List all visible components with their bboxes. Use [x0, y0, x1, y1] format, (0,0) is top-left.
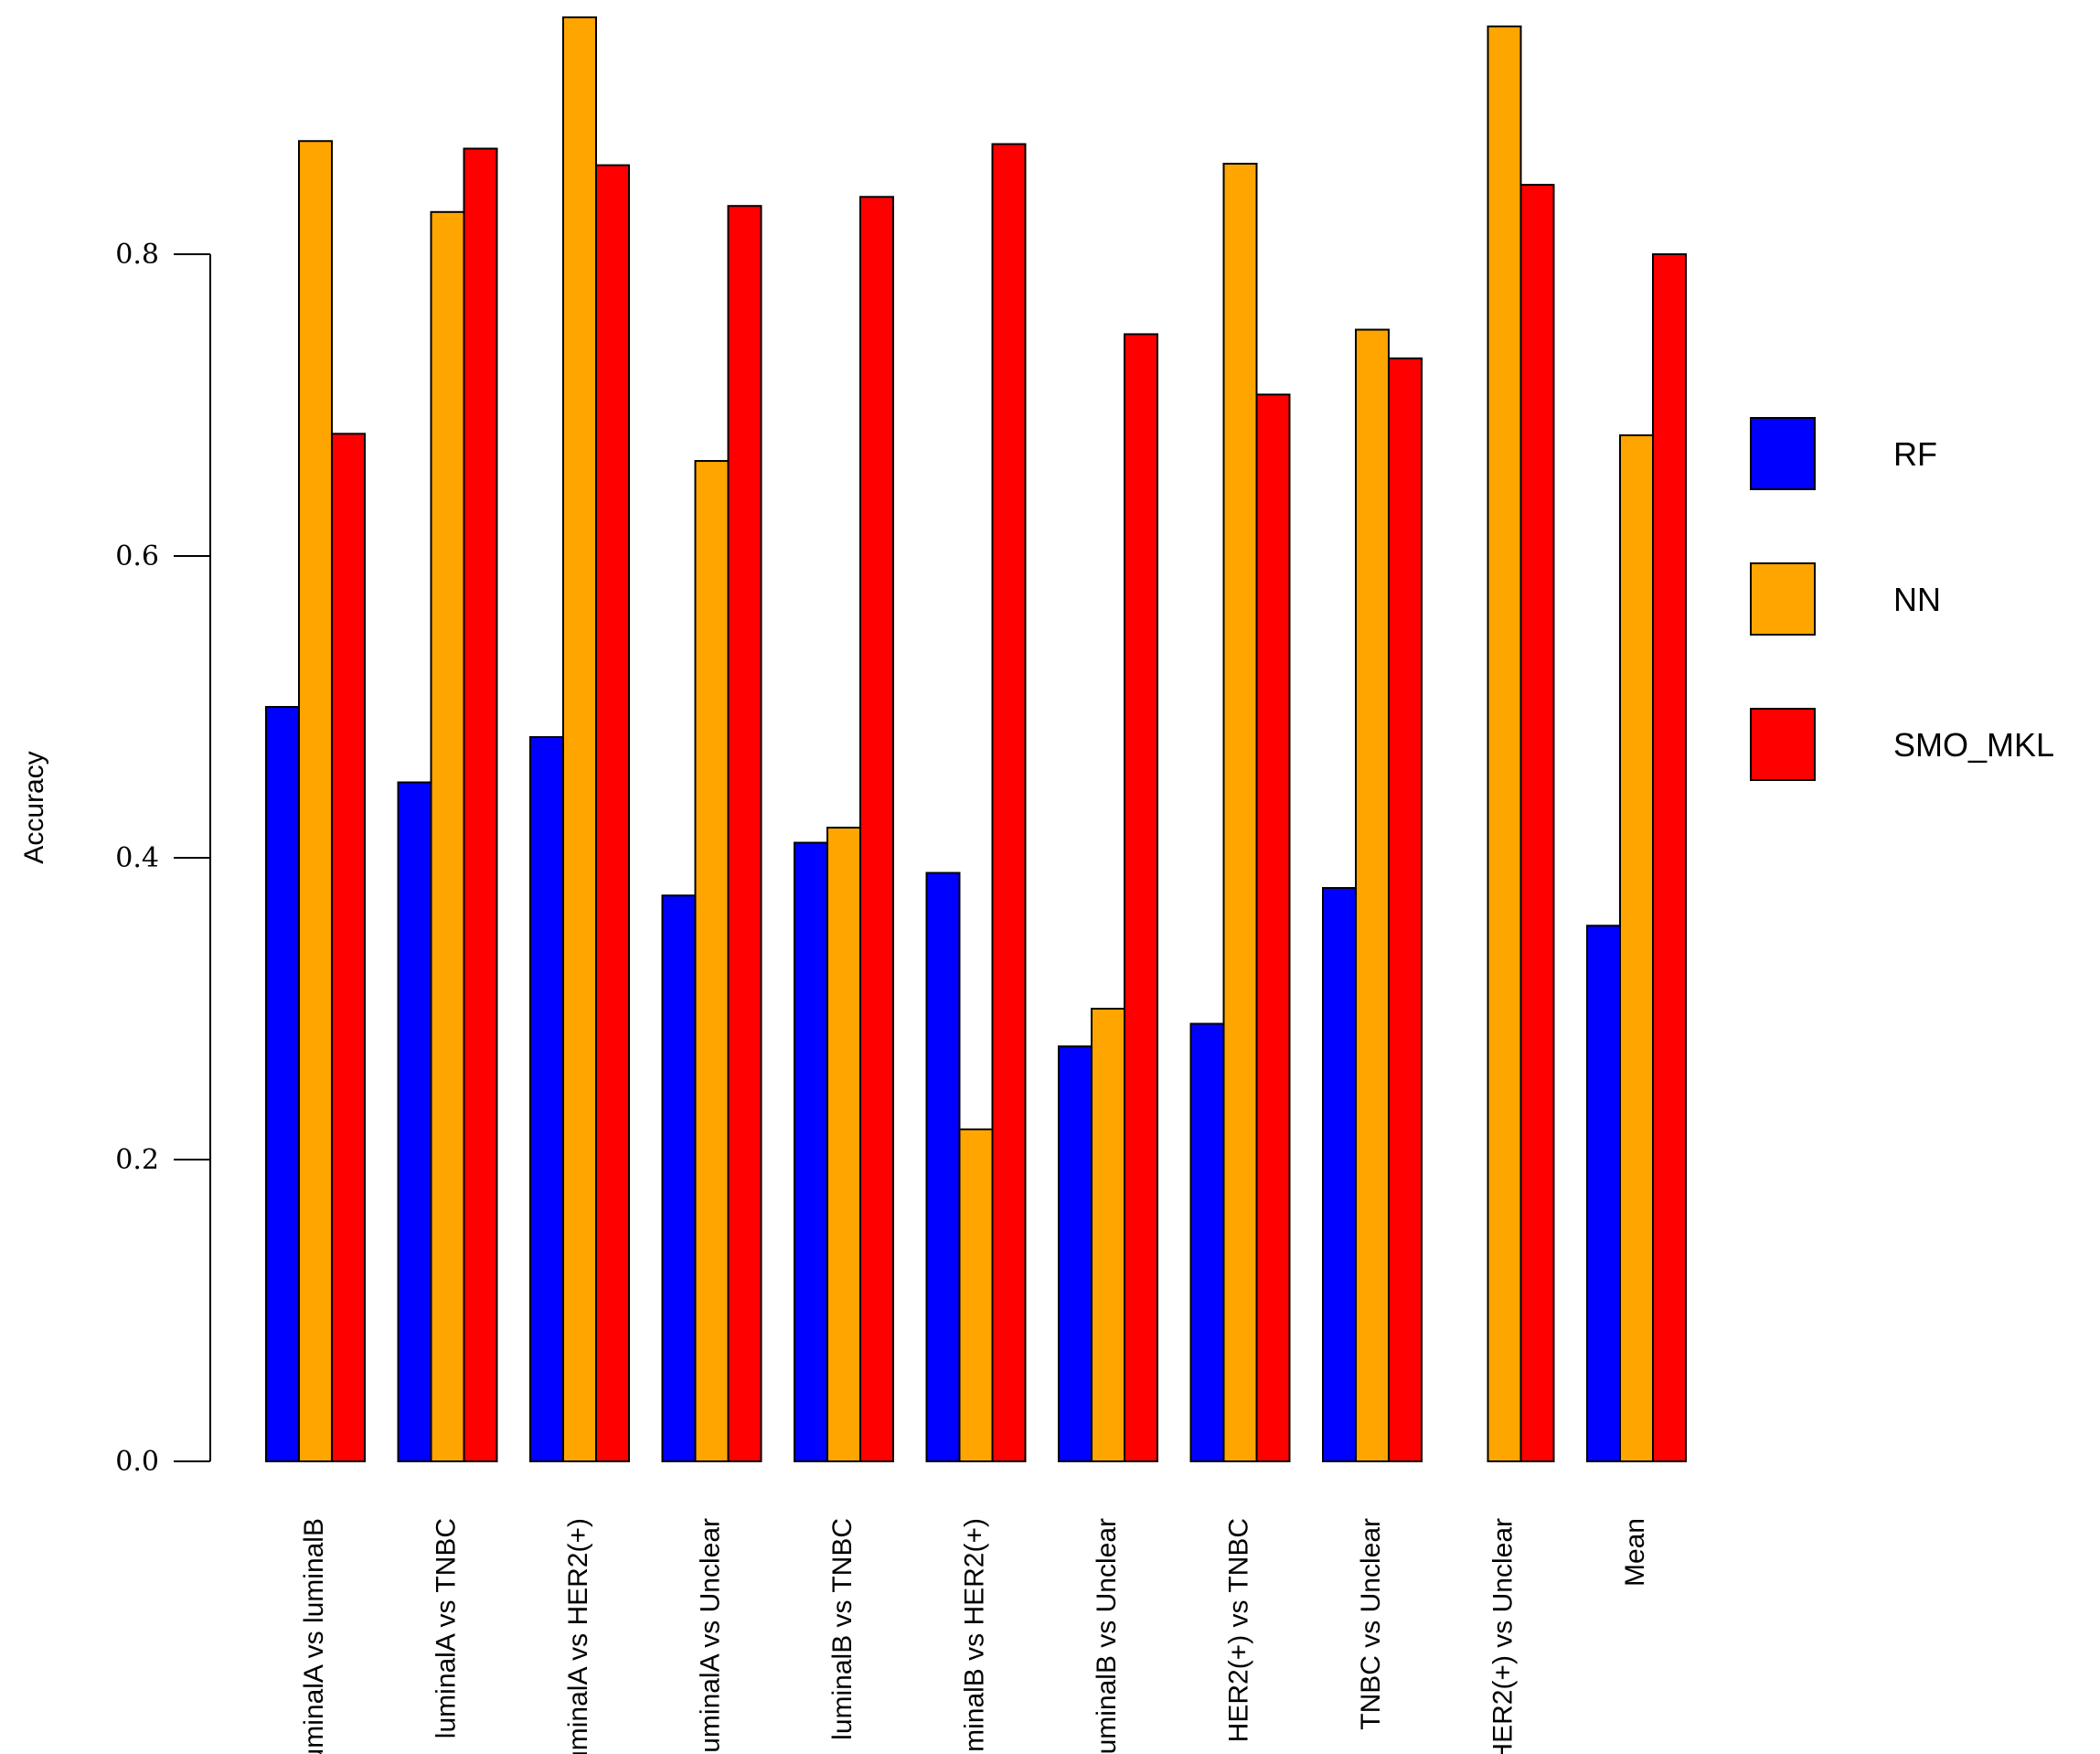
bar-nn [1355, 328, 1390, 1462]
bar-nn [430, 210, 465, 1462]
bar-nn [1091, 1008, 1125, 1462]
y-tick-label: 0.2 [115, 1144, 159, 1176]
bar-rf [397, 781, 432, 1462]
y-tick-label: 0.8 [115, 239, 159, 271]
legend-swatch-smo-mkl [1750, 708, 1816, 781]
legend: RF NN SMO_MKL [1750, 417, 2054, 781]
bar-rf [1189, 1022, 1225, 1462]
x-tick-label: luminalB vs Unclear [1092, 1518, 1122, 1754]
bar-rf [925, 872, 961, 1462]
x-tick-label: luminalB vs TNBC [827, 1518, 858, 1740]
bar-rf [265, 706, 300, 1462]
bar-smo-mkl [595, 164, 630, 1462]
legend-swatch-rf [1750, 417, 1816, 490]
legend-swatch-nn [1750, 562, 1816, 636]
x-tick-label: luminalA vs Unclear [696, 1518, 726, 1754]
bar-rf [661, 894, 697, 1462]
bar-smo-mkl [727, 205, 762, 1463]
x-tick-label: Mean [1620, 1518, 1650, 1587]
bar-nn [562, 16, 597, 1463]
legend-label-smo-mkl: SMO_MKL [1893, 726, 2054, 764]
x-axis-labels: luminalA vs luminalB luminalA vs TNBC lumi… [299, 1518, 1650, 1754]
bar-nn [298, 140, 333, 1462]
bar-smo-mkl [991, 143, 1027, 1462]
bar-rf [794, 841, 828, 1462]
x-tick-label: luminalA vs luminalB [299, 1518, 329, 1754]
legend-label-rf: RF [1893, 435, 1937, 473]
x-tick-label: luminalA vs HER2(+) [563, 1518, 593, 1754]
y-tick-label: 0.6 [115, 540, 159, 572]
bar-nn [1222, 163, 1258, 1462]
bar-nn [826, 827, 861, 1462]
bar-smo-mkl [463, 147, 498, 1462]
bar-smo-mkl [1124, 333, 1158, 1463]
bar-smo-mkl [1255, 393, 1291, 1463]
y-tick-label: 0.4 [115, 842, 159, 874]
bar-smo-mkl [1652, 253, 1687, 1462]
bar-rf [529, 736, 564, 1462]
bar-nn [1619, 434, 1654, 1462]
x-tick-label: HER2(+) vs Unclear [1488, 1518, 1519, 1754]
bar-smo-mkl [1388, 357, 1423, 1463]
x-tick-label: HER2(+) vs TNBC [1224, 1518, 1254, 1742]
x-tick-label: TNBC vs Unclear [1356, 1518, 1386, 1730]
y-tick-label: 0.0 [115, 1446, 159, 1478]
bar-rf [1586, 925, 1621, 1462]
x-tick-label: luminalB vs HER2(+) [960, 1518, 990, 1754]
bars [265, 16, 1687, 1463]
bar-rf [1058, 1045, 1093, 1462]
bar-nn [1487, 25, 1522, 1463]
bar-smo-mkl [331, 433, 366, 1463]
legend-label-nn: NN [1893, 581, 1941, 618]
x-tick-label: luminalA vs TNBC [432, 1518, 462, 1738]
bar-nn [958, 1128, 994, 1462]
y-axis-label: Accuracy [19, 751, 49, 863]
bar-nn [694, 460, 730, 1462]
bar-smo-mkl [859, 196, 894, 1462]
bar-rf [1322, 887, 1357, 1462]
bar-smo-mkl [1519, 184, 1555, 1463]
y-axis: 0.0 0.2 0.4 0.6 0.8 [115, 239, 211, 1478]
